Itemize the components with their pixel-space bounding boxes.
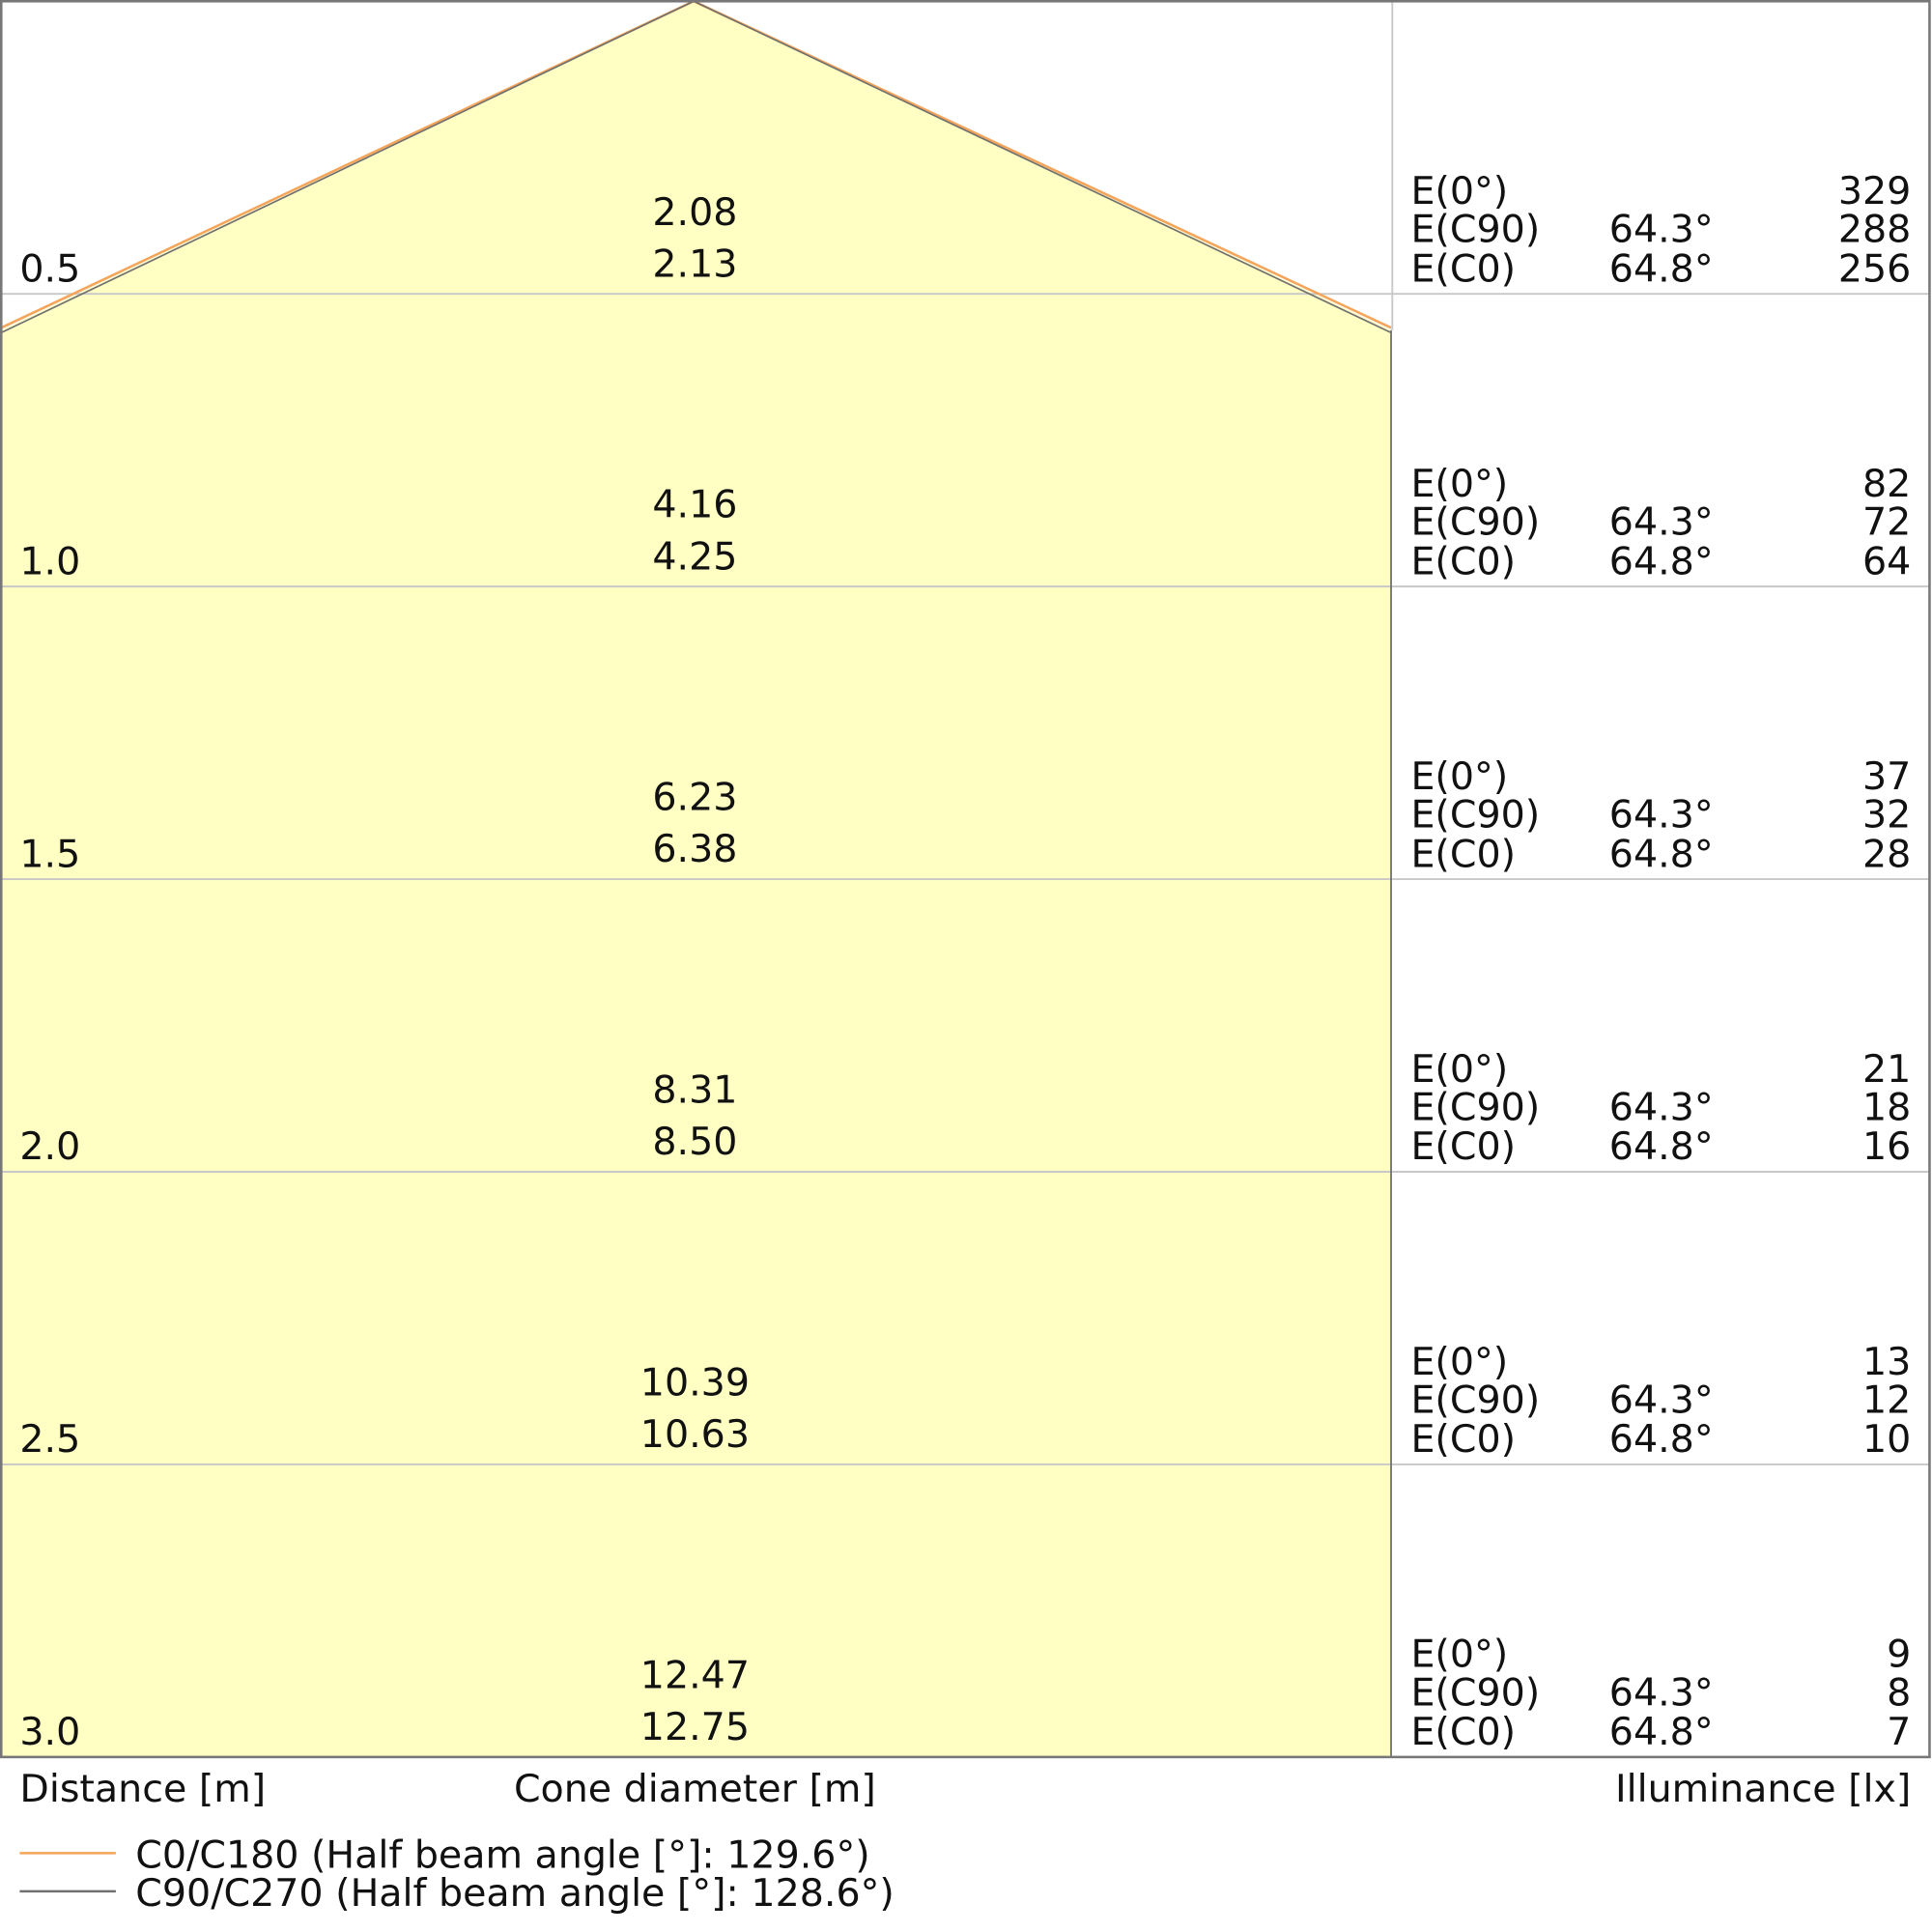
ec90-value: 18 (1862, 1085, 1911, 1129)
e0-label: E(0°) (1410, 462, 1508, 506)
ec90-label: E(C90) (1410, 1670, 1540, 1715)
ec90-angle: 64.3° (1609, 500, 1714, 545)
e0-value: 13 (1862, 1340, 1911, 1384)
ec90-angle: 64.3° (1609, 793, 1714, 838)
ec90-angle: 64.3° (1609, 1085, 1714, 1129)
beam-line-c90-right (693, 0, 1392, 334)
chart-frame (0, 0, 1931, 1759)
ec0-value: 256 (1838, 246, 1911, 291)
legend-label-c90: C90/C270 (Half beam angle [°]: 128.6°) (135, 1871, 895, 1916)
cone-diameter-c0: 2.13 (652, 242, 737, 286)
distance-row: 0.5 2.08 2.13 E(0°)E(C90)E(C0) 64.3°64.8° 329… (19, 169, 1911, 291)
ec90-value: 8 (1887, 1670, 1911, 1715)
xlabel-illuminance: Illuminance [lx] (1615, 1767, 1911, 1811)
cone-diameter-c0: 4.25 (652, 534, 737, 579)
ec90-value: 72 (1862, 500, 1911, 545)
ec0-label: E(C0) (1410, 832, 1516, 876)
ec90-label: E(C90) (1410, 208, 1540, 252)
cone-diameter-c90: 10.39 (640, 1361, 750, 1406)
ec0-angle: 64.8° (1609, 1417, 1714, 1462)
ec0-angle: 64.8° (1609, 539, 1714, 583)
cone-diameter-c0: 8.50 (652, 1120, 737, 1164)
legend-label-c0: C0/C180 (Half beam angle [°]: 129.6°) (135, 1833, 869, 1878)
distance-label: 1.0 (19, 539, 80, 583)
cone-diameter-c90: 6.23 (652, 776, 737, 820)
ec0-angle: 64.8° (1609, 246, 1714, 291)
ec0-angle: 64.8° (1609, 832, 1714, 876)
ec0-label: E(C0) (1410, 1124, 1516, 1169)
distance-label: 2.0 (19, 1124, 80, 1169)
ec90-value: 32 (1862, 793, 1911, 838)
cone-diameter-c0: 6.38 (652, 827, 737, 871)
xlabel-cone: Cone diameter [m] (514, 1767, 876, 1811)
ec0-angle: 64.8° (1609, 1124, 1714, 1169)
e0-label: E(0°) (1410, 1047, 1508, 1092)
e0-value: 329 (1838, 169, 1911, 213)
ec90-value: 288 (1838, 208, 1911, 252)
ec0-value: 7 (1887, 1710, 1911, 1754)
xlabel-distance: Distance [m] (19, 1767, 266, 1811)
beam-line-c90-left (0, 0, 695, 334)
ec90-value: 12 (1862, 1378, 1911, 1422)
ec90-angle: 64.3° (1609, 208, 1714, 252)
ec0-label: E(C0) (1410, 1417, 1516, 1462)
ec0-label: E(C0) (1410, 1710, 1516, 1754)
ec90-angle: 64.3° (1609, 1378, 1714, 1422)
distance-label: 2.5 (19, 1417, 80, 1462)
ec0-value: 28 (1862, 832, 1911, 876)
ec0-value: 64 (1862, 539, 1911, 583)
e0-label: E(0°) (1410, 169, 1508, 213)
ec90-label: E(C90) (1410, 500, 1540, 545)
e0-value: 82 (1862, 462, 1911, 506)
e0-label: E(0°) (1410, 1340, 1508, 1384)
cone-diameter-c0: 12.75 (640, 1705, 750, 1749)
e0-value: 37 (1862, 754, 1911, 799)
ec0-label: E(C0) (1410, 539, 1516, 583)
distance-row: 1.0 4.16 4.25 E(0°)E(C90)E(C0) 64.3°64.8° 827… (19, 462, 1911, 583)
distance-row: 3.0 12.47 12.75 E(0°)E(C90)E(C0) 64.3°64.8° 9… (19, 1633, 1911, 1754)
cone-diameter-c90: 8.31 (652, 1068, 737, 1113)
cone-diameter-c0: 10.63 (640, 1412, 750, 1457)
distance-label: 1.5 (19, 832, 80, 876)
distance-row: 2.5 10.39 10.63 E(0°)E(C90)E(C0) 64.3°64.8° 1… (19, 1340, 1911, 1462)
e0-value: 21 (1862, 1047, 1911, 1092)
ec90-label: E(C90) (1410, 1085, 1540, 1129)
cone-diameter-c90: 12.47 (640, 1653, 750, 1697)
ec0-angle: 64.8° (1609, 1710, 1714, 1754)
ec90-label: E(C90) (1410, 793, 1540, 838)
cone-diameter-c90: 2.08 (652, 190, 737, 235)
distance-row: 1.5 6.23 6.38 E(0°)E(C90)E(C0) 64.3°64.8° 373… (19, 754, 1911, 876)
e0-label: E(0°) (1410, 1633, 1508, 1677)
e0-value: 9 (1887, 1633, 1911, 1677)
distance-row: 2.08.318.50E(0°)E(C90)E(C0)64.3°64.8°211… (19, 1047, 1911, 1169)
ec0-label: E(C0) (1410, 246, 1516, 291)
ec90-angle: 64.3° (1609, 1670, 1714, 1715)
cone-diameter-c90: 4.16 (652, 483, 737, 527)
distance-label: 0.5 (19, 246, 80, 291)
ec90-label: E(C90) (1410, 1378, 1540, 1422)
distance-label: 3.0 (19, 1710, 80, 1754)
ec0-value: 16 (1862, 1124, 1911, 1169)
ec0-value: 10 (1862, 1417, 1911, 1462)
e0-label: E(0°) (1410, 754, 1508, 799)
